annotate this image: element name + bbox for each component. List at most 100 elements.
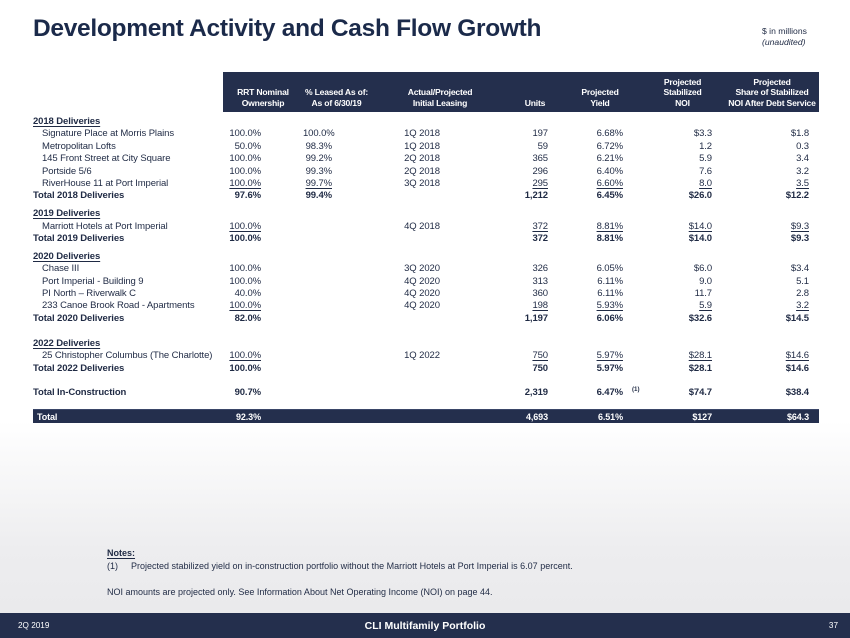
row-name: Total 2019 Deliveries — [33, 233, 125, 245]
cell-initial — [370, 410, 510, 425]
cell-share: $14.6 — [785, 350, 809, 362]
cell-initial — [370, 313, 510, 325]
column-header-stabilized-noi: Projected Stabilized NOI — [640, 72, 725, 112]
cell-rrt: 100.0% — [229, 362, 261, 374]
cell-leased: 98.3% — [305, 140, 333, 152]
cell-units: 4,693 — [525, 411, 548, 422]
cell-share: $9.3 — [790, 220, 809, 232]
cell-initial: 4Q 2020 — [404, 275, 440, 287]
cell-rrt: 100.0% — [229, 233, 261, 245]
section-heading: 2018 Deliveries — [33, 116, 101, 127]
cell-rrt: 40.0% — [234, 288, 262, 300]
cell-rrt: 100.0% — [229, 177, 261, 189]
row-name: Metropolitan Lofts — [42, 140, 116, 152]
cell-units: 750 — [532, 350, 548, 362]
cell-rrt: 100.0% — [229, 350, 261, 362]
cell-noi: $14.0 — [688, 233, 712, 245]
table-row: PI North – Riverwalk C 40.0% 4Q 2020 360 6.1… — [33, 288, 819, 300]
cell-rrt: 100.0% — [229, 300, 261, 312]
cell-noi: 11.7 — [694, 288, 712, 300]
cell-rrt: 100.0% — [229, 263, 261, 275]
notes-heading: Notes: — [107, 548, 136, 558]
table-rows: 2018 Deliveries Signature Place at Morris… — [33, 116, 819, 425]
table-row: Port Imperial - Building 9 100.0% 4Q 2020 3… — [33, 276, 819, 288]
row-name: Total — [37, 411, 58, 422]
cell-yield: 6.21% — [596, 153, 624, 165]
table-row: Signature Place at Morris Plains 100.0% 10… — [33, 128, 819, 140]
table-total-row: Total 2020 Deliveries 82.0% 1,197 6.06% $32.… — [33, 313, 819, 325]
cell-share: $3.4 — [790, 263, 809, 275]
cell-initial: 3Q 2020 — [404, 263, 440, 275]
page-number: 37 — [828, 621, 838, 630]
cell-initial — [370, 387, 510, 399]
cell-units: 296 — [532, 165, 548, 177]
cell-rrt: 100.0% — [229, 220, 261, 232]
cell-yield: 6.68% — [596, 128, 624, 140]
footer-portfolio-title: CLI Multifamily Portfolio — [364, 619, 486, 632]
cell-noi: $32.6 — [688, 312, 712, 324]
cell-noi: $6.0 — [693, 263, 712, 275]
column-header-projected-yield: Projected Yield — [560, 72, 640, 112]
cell-yield: 6.47% (1) — [596, 386, 640, 399]
cell-rrt: 92.3% — [235, 411, 261, 422]
table-section: 2020 Deliveries Chase III 100.0% 3Q 2020 326… — [33, 251, 819, 325]
cell-units: 360 — [532, 288, 548, 300]
table-row: 233 Canoe Brook Road - Apartments 100.0% 4… — [33, 300, 819, 312]
cell-noi: $28.1 — [688, 362, 712, 374]
row-name: RiverHouse 11 at Port Imperial — [42, 177, 169, 189]
section-heading: 2020 Deliveries — [33, 250, 101, 262]
row-name: 25 Christopher Columbus (The Charlotte) — [42, 350, 213, 362]
cell-noi: $74.7 — [688, 387, 712, 399]
footer-quarter-label: 2Q 2019 — [18, 621, 50, 630]
table-row: 145 Front Street at City Square 100.0% 99.… — [33, 153, 819, 165]
cell-noi: $14.0 — [688, 220, 712, 232]
cell-share: $12.2 — [785, 190, 809, 202]
table-total-row: Total 2022 Deliveries 100.0% 750 5.97% $28.1… — [33, 363, 819, 375]
cell-leased — [303, 300, 370, 312]
table-row: RiverHouse 11 at Port Imperial 100.0% 99.7… — [33, 178, 819, 190]
notes: Notes: (1) Projected stabilized yield on … — [107, 547, 747, 598]
cell-initial: 4Q 2018 — [404, 220, 440, 232]
cell-yield: 6.40% — [596, 165, 624, 177]
section-heading: 2022 Deliveries — [33, 337, 101, 349]
cell-noi: 5.9 — [699, 153, 712, 165]
column-header-initial-leasing: Actual/Projected Initial Leasing — [370, 72, 510, 112]
cell-rrt: 100.0% — [229, 165, 261, 177]
cell-leased — [303, 263, 370, 275]
table-row: 25 Christopher Columbus (The Charlotte) 1… — [33, 350, 819, 362]
cell-units: 2,319 — [524, 387, 548, 399]
cell-leased — [303, 313, 370, 325]
cell-noi: 8.0 — [699, 177, 712, 189]
cell-leased — [303, 387, 370, 399]
cell-share: 0.3 — [796, 140, 809, 152]
column-header-rrt-ownership: RRT Nominal Ownership — [223, 72, 303, 112]
cell-units: 750 — [532, 362, 548, 374]
cell-units: 197 — [532, 128, 548, 140]
total-in-construction-row: Total In-Construction 90.7% 2,319 6.47% (1) $… — [33, 386, 819, 399]
cell-noi: $127 — [692, 411, 712, 422]
cell-leased — [303, 350, 370, 362]
row-name: Chase III — [42, 263, 80, 275]
row-name: Total 2018 Deliveries — [33, 190, 125, 202]
table-row: Chase III 100.0% 3Q 2020 326 6.05% $6.0 $3.4 — [33, 263, 819, 275]
note-item: (1) Projected stabilized yield on in-cons… — [107, 561, 573, 571]
cell-yield: 6.60% — [596, 177, 624, 189]
cell-leased: 99.7% — [305, 177, 333, 189]
cell-share: $14.5 — [785, 312, 809, 324]
cell-initial: 2Q 2018 — [404, 165, 440, 177]
cell-rrt: 100.0% — [229, 275, 261, 287]
row-name: 233 Canoe Brook Road - Apartments — [42, 300, 195, 312]
row-name: Total 2022 Deliveries — [33, 362, 125, 374]
table-total-row: Total 2019 Deliveries 100.0% 372 8.81% $14.0… — [33, 233, 819, 245]
noi-disclaimer: NOI amounts are projected only. See Info… — [107, 587, 493, 597]
deliveries-table: RRT Nominal Ownership % Leased As of: As… — [33, 72, 819, 425]
cell-noi: $26.0 — [688, 190, 712, 202]
cell-rrt: 90.7% — [234, 387, 262, 399]
cell-rrt: 50.0% — [234, 140, 262, 152]
cell-initial — [370, 363, 510, 375]
cell-yield: 6.06% — [596, 312, 624, 324]
cell-yield: 5.97% — [596, 362, 624, 374]
page-title: Development Activity and Cash Flow Growt… — [33, 15, 542, 42]
row-name: PI North – Riverwalk C — [42, 288, 136, 300]
